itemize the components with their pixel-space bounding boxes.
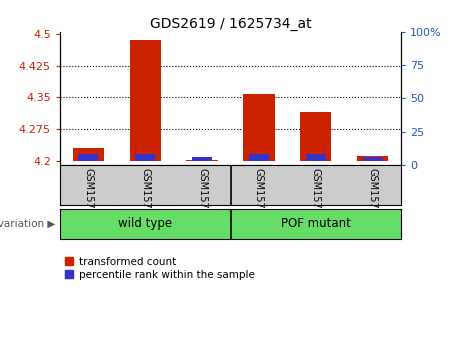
- Bar: [306, 154, 326, 161]
- Bar: [78, 154, 98, 161]
- Text: wild type: wild type: [118, 217, 172, 230]
- Text: GSM157738: GSM157738: [367, 168, 378, 227]
- Bar: [243, 95, 275, 161]
- Bar: [192, 157, 212, 161]
- Text: GSM157735: GSM157735: [197, 168, 207, 228]
- Text: GSM157734: GSM157734: [140, 168, 150, 227]
- Text: GSM157732: GSM157732: [83, 168, 94, 228]
- Text: genotype/variation ▶: genotype/variation ▶: [0, 219, 55, 229]
- Bar: [363, 157, 383, 161]
- Title: GDS2619 / 1625734_at: GDS2619 / 1625734_at: [150, 17, 311, 31]
- Bar: [135, 154, 155, 161]
- Text: GSM157736: GSM157736: [254, 168, 264, 227]
- Bar: [186, 160, 218, 161]
- Bar: [130, 40, 161, 161]
- Legend: transformed count, percentile rank within the sample: transformed count, percentile rank withi…: [65, 257, 254, 280]
- Bar: [73, 148, 104, 161]
- Text: POF mutant: POF mutant: [281, 217, 351, 230]
- Bar: [249, 154, 269, 161]
- Bar: [300, 112, 331, 161]
- Text: GSM157737: GSM157737: [311, 168, 321, 228]
- Bar: [357, 156, 388, 161]
